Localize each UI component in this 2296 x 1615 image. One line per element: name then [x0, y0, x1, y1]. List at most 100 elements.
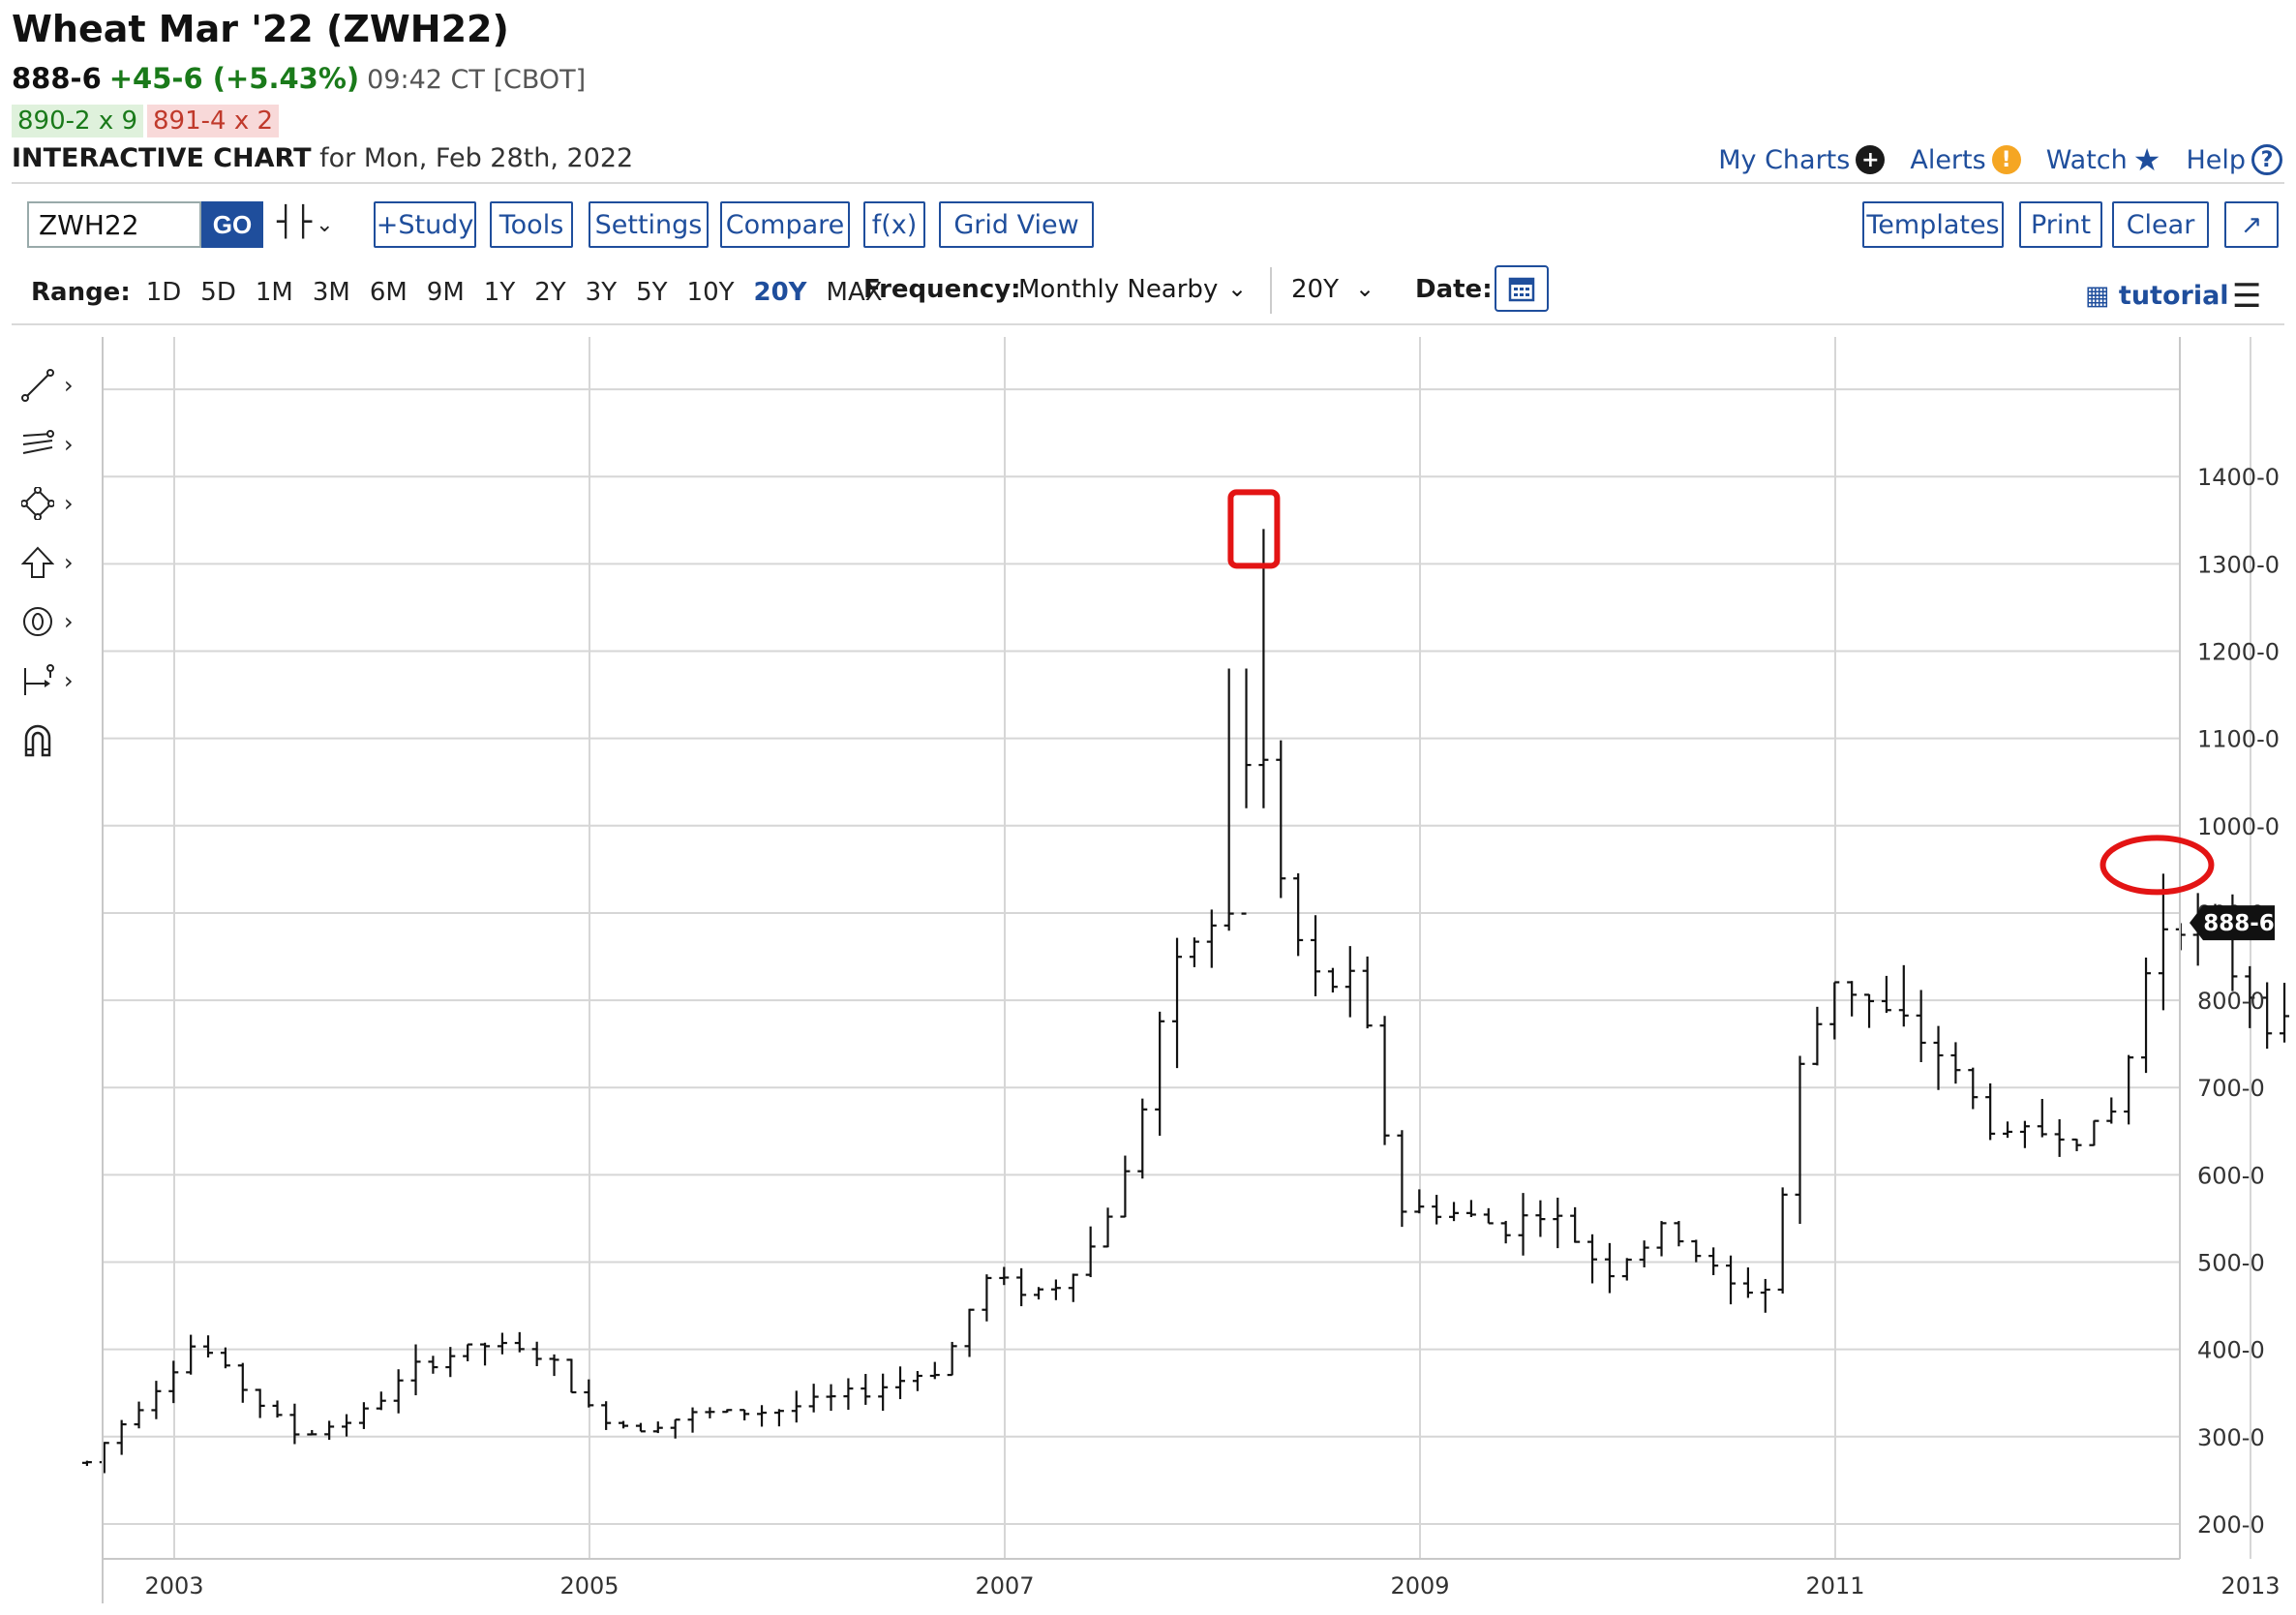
frequency-label: Frequency: [863, 275, 1021, 304]
ohlc-bar [999, 1266, 1010, 1286]
chevron-down-icon[interactable]: ⌄ [1355, 275, 1375, 302]
templates-button[interactable]: Templates [1862, 201, 2004, 248]
page-title: Wheat Mar '22 (ZWH22) [12, 8, 509, 50]
ohlc-bar [1656, 1221, 1667, 1257]
help-link[interactable]: Help ? [2186, 141, 2282, 178]
my-charts-link[interactable]: My Charts + [1718, 141, 1886, 178]
ohlc-bar [2158, 873, 2168, 1011]
ohlc-bar [1968, 1067, 1979, 1110]
ohlc-bar [168, 1360, 179, 1404]
fx-button[interactable]: f(x) [863, 201, 925, 248]
ohlc-bar [1258, 529, 1269, 808]
ohlc-bar [895, 1366, 906, 1400]
range-1m[interactable]: 1M [255, 278, 293, 307]
expand-button[interactable]: ↗ [2224, 201, 2279, 248]
ohlc-bar [826, 1384, 836, 1412]
ohlc-bar [1570, 1206, 1581, 1243]
y-tick-label: 300-0 [2197, 1424, 2265, 1451]
chevron-right-icon: › [64, 608, 74, 635]
range-1d[interactable]: 1D [145, 278, 182, 307]
ohlc-bar [2192, 893, 2203, 966]
y-tick-label: 1200-0 [2197, 639, 2280, 666]
span-select[interactable]: 20Y [1291, 275, 1339, 304]
range-2y[interactable]: 2Y [534, 278, 566, 307]
calendar-button[interactable] [1495, 265, 1549, 312]
range-3y[interactable]: 3Y [585, 278, 618, 307]
tutorial-link[interactable]: ▦ tutorial [2085, 281, 2229, 311]
top-links: My Charts + Alerts ! Watch ★ Help ? [1718, 141, 2282, 178]
ohlc-bar [912, 1371, 922, 1391]
chevron-right-icon: › [64, 490, 74, 517]
ohlc-bar [1881, 975, 1891, 1014]
ohlc-bar [480, 1342, 491, 1366]
frequency-select[interactable]: Monthly Nearby [1018, 275, 1219, 304]
shape-tool-button[interactable]: › [21, 480, 89, 527]
ohlc-bar [514, 1331, 525, 1353]
chevron-down-icon[interactable]: ⌄ [1227, 275, 1248, 302]
ohlc-bar [1760, 1278, 1770, 1313]
film-icon: ▦ [2085, 281, 2110, 311]
ohlc-bar [947, 1341, 957, 1377]
symbol-input[interactable] [27, 201, 201, 248]
alerts-link[interactable]: Alerts ! [1910, 141, 2021, 178]
compare-button[interactable]: Compare [720, 201, 850, 248]
alert-icon: ! [1991, 145, 2021, 174]
study-button[interactable]: +Study [374, 201, 476, 248]
ohlc-bar [203, 1335, 214, 1358]
measure-tool-button[interactable]: › [21, 657, 89, 704]
ohlc-bar [964, 1308, 975, 1357]
y-tick-label: 700-0 [2197, 1075, 2265, 1102]
ohlc-bar [1518, 1193, 1528, 1256]
range-5y[interactable]: 5Y [636, 278, 668, 307]
grid-view-button[interactable]: Grid View [939, 201, 1094, 248]
ohlc-bar [410, 1344, 421, 1396]
range-3m[interactable]: 3M [312, 278, 350, 307]
range-9m[interactable]: 9M [426, 278, 465, 307]
bar-type-dropdown[interactable]: ┤├ ⌄ [277, 205, 334, 239]
line-tool-button[interactable]: › [21, 362, 89, 409]
ohlc-bar [843, 1378, 854, 1411]
ohlc-bar [1933, 1025, 1944, 1090]
range-6m[interactable]: 6M [369, 278, 408, 307]
ohlc-bar [2037, 1099, 2047, 1138]
ohlc-bar [861, 1374, 871, 1405]
range-10y[interactable]: 10Y [686, 278, 735, 307]
watch-link[interactable]: Watch ★ [2046, 141, 2161, 178]
menu-icon[interactable]: ☰ [2232, 277, 2262, 316]
chevron-right-icon: › [64, 667, 74, 694]
ohlc-bar [2019, 1120, 2030, 1148]
clear-button[interactable]: Clear [2112, 201, 2209, 248]
settings-button[interactable]: Settings [589, 201, 709, 248]
ohlc-bar [255, 1388, 265, 1418]
fib-tool-button[interactable]: › [21, 421, 89, 468]
fib-tool-icon [22, 430, 54, 454]
ohlc-bar [1500, 1220, 1511, 1244]
y-tick-label: 1000-0 [2197, 813, 2280, 840]
ohlc-bar [445, 1347, 456, 1378]
range-max[interactable]: MAX [826, 278, 883, 307]
arrow-tool-button[interactable]: › [21, 539, 89, 586]
ohlc-bar [531, 1341, 542, 1366]
ohlc-bar [601, 1401, 612, 1430]
chevron-right-icon: › [64, 372, 74, 399]
print-button[interactable]: Print [2019, 201, 2102, 248]
ohlc-bar [982, 1274, 992, 1322]
last-price-tag: 888-6 [2190, 905, 2275, 941]
ohlc-bar [1639, 1240, 1649, 1267]
go-button[interactable]: GO [201, 201, 263, 248]
range-5d[interactable]: 5D [200, 278, 236, 307]
x-tick-label: 2009 [1390, 1572, 1449, 1600]
ohlc-bar [1708, 1247, 1719, 1276]
ohlc-bar [1085, 1226, 1096, 1278]
ohlc-bar [2245, 965, 2255, 1028]
measure-tool-icon [24, 664, 54, 695]
range-1y[interactable]: 1Y [483, 278, 516, 307]
range-20y[interactable]: 20Y [753, 278, 807, 307]
annotation-tool-button[interactable]: › [21, 598, 89, 645]
ohlc-bar [773, 1409, 784, 1427]
tools-button[interactable]: Tools [490, 201, 573, 248]
watch-label: Watch [2045, 144, 2128, 175]
ohlc-bar [1777, 1187, 1788, 1294]
magnet-tool-button[interactable] [21, 716, 89, 763]
ohlc-bar [1293, 873, 1304, 957]
